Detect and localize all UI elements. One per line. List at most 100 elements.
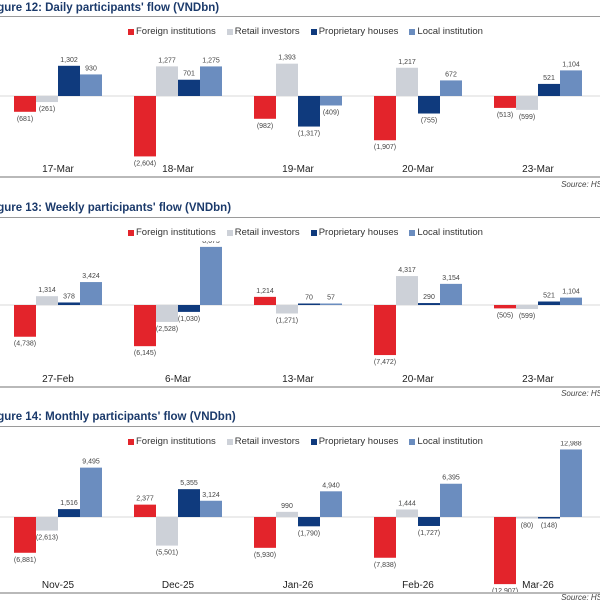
data-label-local-23-mar: 1,104 [562,61,580,68]
bar-retail-dec-25 [156,517,178,546]
bar-foreign-feb-26 [374,517,396,558]
figure-12-bottom-rule [0,176,600,178]
data-label-foreign-23-mar: (513) [497,112,513,119]
bar-local-23-mar [560,297,582,305]
data-label-local-6-mar: 8,673 [202,241,220,245]
data-label-retail-23-mar: (599) [519,114,535,121]
data-label-proprietary-23-mar: 521 [543,75,555,82]
figure-13-title: igure 13: Weekly participants' flow (VND… [0,202,232,214]
legend-label-foreign: Foreign institutions [136,26,216,37]
bar-foreign-13-mar [254,296,276,305]
legend-label-retail: Retail investors [234,227,300,238]
legend-swatch-retail [226,229,233,236]
data-label-retail-nov-25: (2,613) [36,535,58,542]
data-label-proprietary-13-mar: 70 [305,295,313,302]
bar-retail-feb-26 [396,509,418,517]
bar-local-feb-26 [440,483,462,517]
figure-12-title: igure 12: Daily participants' flow (VNDb… [0,2,220,14]
data-label-proprietary-dec-25: 5,355 [180,480,198,487]
data-label-retail-20-mar: 4,317 [398,267,416,274]
data-label-retail-20-mar: 1,217 [398,59,416,66]
data-label-proprietary-23-mar: 521 [543,293,555,300]
legend-swatch-proprietary [310,438,317,445]
bar-retail-nov-25 [36,517,58,531]
legend-swatch-local [409,28,416,35]
bar-foreign-23-mar [494,305,516,309]
data-label-local-17-mar: 930 [85,65,97,72]
data-label-retail-6-mar: (2,528) [156,326,178,333]
bar-proprietary-feb-26 [418,517,440,526]
bar-proprietary-18-mar [178,79,200,96]
legend-swatch-proprietary [310,28,317,35]
data-label-local-13-mar: 57 [327,295,335,302]
data-label-proprietary-mar-26: (148) [541,523,557,530]
bar-local-20-mar [440,80,462,96]
bar-local-nov-25 [80,467,102,517]
legend-label-local: Local institution [417,227,483,238]
bar-local-20-mar [440,283,462,305]
category-label-13-mar: 13-Mar [282,374,314,385]
figure-14-plot: (6,881) (2,613) 1,516 9,495 Nov-25 2,377 (5,50… [0,441,600,593]
legend-item-local: Local institution [409,436,483,447]
figure-14-source: Source: HS [561,593,600,602]
figure-13-title-rule [0,217,600,218]
legend-item-foreign: Foreign institutions [128,227,216,238]
bar-local-18-mar [200,66,222,96]
data-label-local-18-mar: 1,275 [202,57,220,64]
data-label-retail-19-mar: 1,393 [278,55,296,62]
data-label-foreign-dec-25: 2,377 [136,496,154,503]
data-label-foreign-mar-26: (12,907) [492,588,518,593]
data-label-foreign-6-mar: (6,145) [134,350,156,357]
legend-label-retail: Retail investors [234,26,300,37]
data-label-foreign-18-mar: (2,604) [134,160,156,167]
legend-label-proprietary: Proprietary houses [318,227,399,238]
legend-item-retail: Retail investors [226,26,300,37]
figure-12-title-rule [0,16,600,17]
bar-retail-23-mar [516,305,538,310]
category-label-23-mar: 23-Mar [522,374,554,385]
legend-swatch-proprietary [310,229,317,236]
bar-local-19-mar [320,96,342,106]
figure-14-bottom-rule [0,592,600,594]
bar-retail-20-mar [396,276,418,305]
data-label-local-nov-25: 9,495 [82,459,100,466]
data-label-foreign-jan-26: (5,930) [254,552,276,559]
legend-item-foreign: Foreign institutions [128,26,216,37]
data-label-foreign-27-feb: (4,738) [14,341,36,348]
legend-label-local: Local institution [417,436,483,447]
data-label-local-19-mar: (409) [323,109,339,116]
legend-item-foreign: Foreign institutions [128,436,216,447]
category-label-27-feb: 27-Feb [42,374,74,385]
legend-label-proprietary: Proprietary houses [318,436,399,447]
legend-label-proprietary: Proprietary houses [318,26,399,37]
bar-foreign-6-mar [134,305,156,347]
figure-13-plot: (4,738) 1,314 378 3,424 27-Feb (6,145) (2,528)… [0,241,600,385]
data-label-local-feb-26: 6,395 [442,475,460,482]
legend-label-foreign: Foreign institutions [136,436,216,447]
data-label-retail-feb-26: 1,444 [398,500,416,507]
data-label-retail-18-mar: 1,277 [158,57,176,64]
legend-item-proprietary: Proprietary houses [310,227,399,238]
data-label-proprietary-jan-26: (1,790) [298,530,320,537]
figure-12-plot: (681) (261) 1,302 930 17-Mar (2,604) 1,277 701 1… [0,55,600,175]
category-label-dec-25: Dec-25 [162,580,195,591]
bar-retail-23-mar [516,96,538,110]
bar-retail-27-feb [36,296,58,305]
category-label-23-mar: 23-Mar [522,164,554,175]
bar-proprietary-23-mar [538,301,560,305]
bar-retail-mar-26 [516,517,538,519]
bar-proprietary-27-feb [58,302,80,305]
category-label-20-mar: 20-Mar [402,164,434,175]
data-label-proprietary-18-mar: 701 [183,71,195,78]
data-label-local-mar-26: 12,988 [560,441,582,447]
bar-foreign-19-mar [254,96,276,119]
data-label-local-20-mar: 672 [445,71,457,78]
data-label-retail-27-feb: 1,314 [38,287,56,294]
bar-proprietary-nov-25 [58,509,80,517]
bar-retail-jan-26 [276,511,298,517]
bar-foreign-jan-26 [254,517,276,548]
figure-12-legend: Foreign institutions Retail investors Pr… [128,26,483,37]
data-label-proprietary-feb-26: (1,727) [418,530,440,537]
bar-retail-18-mar [156,66,178,96]
legend-label-local: Local institution [417,26,483,37]
